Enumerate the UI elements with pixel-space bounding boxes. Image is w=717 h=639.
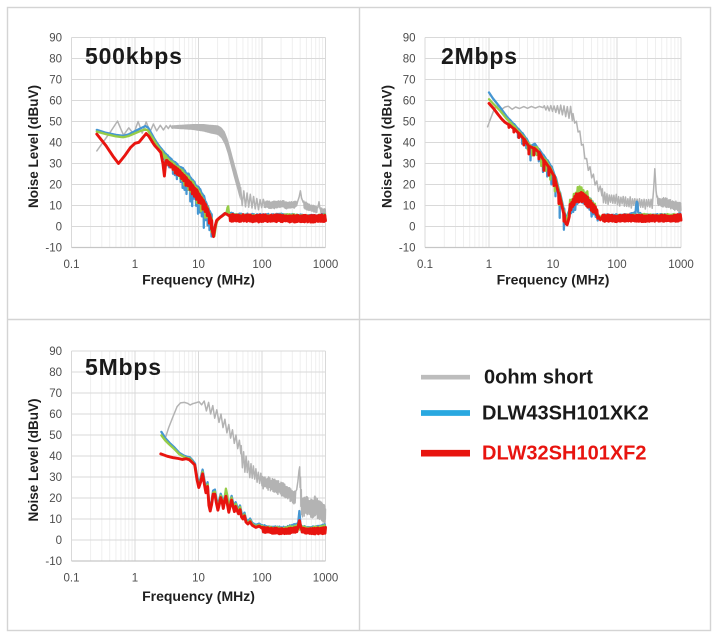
svg-text:0: 0 xyxy=(56,221,62,233)
svg-text:30: 30 xyxy=(403,158,416,170)
svg-text:-10: -10 xyxy=(45,242,62,254)
svg-text:50: 50 xyxy=(403,116,416,128)
svg-text:Noise Level (dBuV): Noise Level (dBuV) xyxy=(26,85,41,208)
svg-text:80: 80 xyxy=(403,53,416,65)
svg-text:90: 90 xyxy=(403,32,416,44)
svg-text:10: 10 xyxy=(192,259,205,271)
svg-text:1000: 1000 xyxy=(668,259,694,271)
svg-text:10: 10 xyxy=(192,573,205,585)
svg-text:0.1: 0.1 xyxy=(417,259,433,271)
svg-text:70: 70 xyxy=(49,388,62,400)
svg-text:DLW32SH101XF2: DLW32SH101XF2 xyxy=(482,443,647,465)
svg-text:Noise Level (dBuV): Noise Level (dBuV) xyxy=(380,85,395,208)
svg-text:40: 40 xyxy=(49,137,62,149)
svg-text:60: 60 xyxy=(49,95,62,107)
svg-text:80: 80 xyxy=(49,53,62,65)
svg-text:1: 1 xyxy=(132,573,138,585)
svg-text:Frequency (MHz): Frequency (MHz) xyxy=(142,272,255,288)
svg-text:10: 10 xyxy=(49,514,62,526)
svg-text:60: 60 xyxy=(49,409,62,421)
svg-text:100: 100 xyxy=(607,259,626,271)
svg-text:0ohm short: 0ohm short xyxy=(484,367,593,389)
svg-text:70: 70 xyxy=(403,74,416,86)
svg-text:-10: -10 xyxy=(399,242,416,254)
svg-text:1: 1 xyxy=(486,259,492,271)
svg-text:0: 0 xyxy=(409,221,415,233)
svg-text:20: 20 xyxy=(403,179,416,191)
svg-text:DLW43SH101XK2: DLW43SH101XK2 xyxy=(482,403,649,425)
svg-text:20: 20 xyxy=(49,179,62,191)
svg-text:5Mbps: 5Mbps xyxy=(85,354,162,380)
svg-text:Frequency (MHz): Frequency (MHz) xyxy=(497,272,610,288)
svg-text:60: 60 xyxy=(403,95,416,107)
svg-text:40: 40 xyxy=(403,137,416,149)
svg-text:50: 50 xyxy=(49,116,62,128)
svg-text:20: 20 xyxy=(49,493,62,505)
svg-text:2Mbps: 2Mbps xyxy=(441,43,518,69)
svg-text:70: 70 xyxy=(49,74,62,86)
svg-text:30: 30 xyxy=(49,158,62,170)
svg-text:1: 1 xyxy=(132,259,138,271)
svg-text:10: 10 xyxy=(403,200,416,212)
svg-text:100: 100 xyxy=(252,259,271,271)
svg-text:100: 100 xyxy=(252,573,271,585)
svg-text:80: 80 xyxy=(49,367,62,379)
svg-text:0.1: 0.1 xyxy=(64,573,80,585)
svg-text:1000: 1000 xyxy=(313,259,339,271)
svg-text:Noise Level (dBuV): Noise Level (dBuV) xyxy=(26,398,41,521)
svg-text:-10: -10 xyxy=(45,556,62,568)
svg-text:0: 0 xyxy=(56,535,62,547)
svg-text:50: 50 xyxy=(49,430,62,442)
svg-text:0.1: 0.1 xyxy=(64,259,80,271)
svg-text:30: 30 xyxy=(49,472,62,484)
svg-text:500kbps: 500kbps xyxy=(85,43,183,69)
svg-text:40: 40 xyxy=(49,451,62,463)
svg-text:90: 90 xyxy=(49,32,62,44)
svg-text:1000: 1000 xyxy=(313,573,339,585)
svg-text:10: 10 xyxy=(49,200,62,212)
svg-text:Frequency (MHz): Frequency (MHz) xyxy=(142,588,255,604)
svg-text:90: 90 xyxy=(49,346,62,358)
svg-text:10: 10 xyxy=(547,259,560,271)
